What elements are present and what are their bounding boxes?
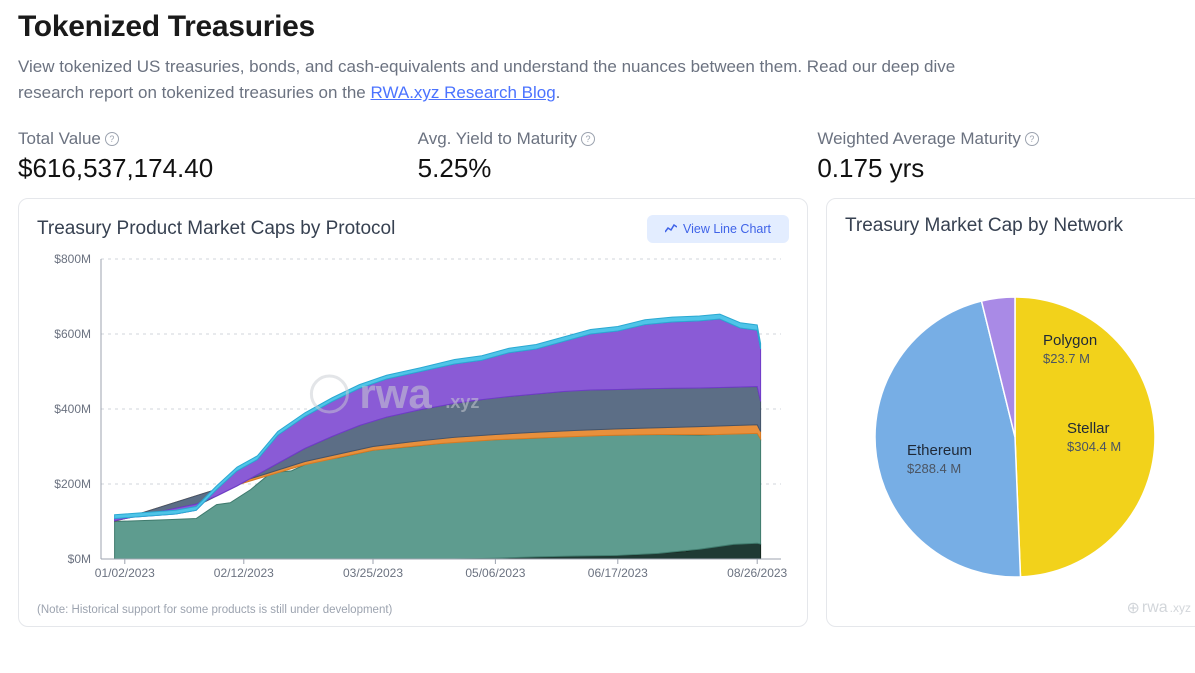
svg-text:$288.4 M: $288.4 M xyxy=(907,461,961,476)
kpi-avg-yield: Avg. Yield to Maturity ? 5.25% xyxy=(418,129,778,184)
svg-text:03/25/2023: 03/25/2023 xyxy=(343,566,403,580)
svg-text:06/17/2023: 06/17/2023 xyxy=(588,566,648,580)
kpi-value: 0.175 yrs xyxy=(817,153,1177,184)
kpi-label: Weighted Average Maturity xyxy=(817,129,1021,149)
pie-label-polygon: Polygon xyxy=(1043,332,1097,349)
page-subtitle: View tokenized US treasuries, bonds, and… xyxy=(18,54,1018,107)
line-chart-icon xyxy=(665,224,677,234)
research-blog-link[interactable]: RWA.xyz Research Blog xyxy=(370,83,555,102)
svg-text:.xyz: .xyz xyxy=(445,392,479,412)
chart-title: Treasury Market Cap by Network xyxy=(845,215,1123,237)
view-line-chart-label: View Line Chart xyxy=(683,222,771,236)
kpi-value: $616,537,174.40 xyxy=(18,153,378,184)
subtitle-text-post: . xyxy=(556,83,561,102)
svg-text:$0M: $0M xyxy=(68,552,91,566)
svg-text:rwa: rwa xyxy=(359,370,432,417)
watermark: ⊕rwa.xyz xyxy=(1126,598,1191,618)
panel-market-caps-by-protocol: Treasury Product Market Caps by Protocol… xyxy=(18,198,808,627)
svg-text:01/02/2023: 01/02/2023 xyxy=(95,566,155,580)
kpi-row: Total Value ? $616,537,174.40 Avg. Yield… xyxy=(18,129,1177,184)
svg-text:$200M: $200M xyxy=(54,477,91,491)
svg-text:$400M: $400M xyxy=(54,402,91,416)
area-chart: $0M $200M $400M $600M $800M rwa .xyz 01/02/2023… xyxy=(37,253,789,593)
kpi-wam: Weighted Average Maturity ? 0.175 yrs xyxy=(817,129,1177,184)
kpi-total-value: Total Value ? $616,537,174.40 xyxy=(18,129,378,184)
svg-text:08/26/2023: 08/26/2023 xyxy=(727,566,787,580)
pie-label-ethereum: Ethereum xyxy=(907,442,972,459)
svg-text:02/12/2023: 02/12/2023 xyxy=(214,566,274,580)
kpi-label: Avg. Yield to Maturity xyxy=(418,129,577,149)
pie-label-stellar: Stellar xyxy=(1067,420,1110,437)
chart-title: Treasury Product Market Caps by Protocol xyxy=(37,218,395,240)
svg-text:$304.4 M: $304.4 M xyxy=(1067,439,1121,454)
kpi-label: Total Value xyxy=(18,129,101,149)
info-icon[interactable]: ? xyxy=(581,132,595,146)
svg-text:05/06/2023: 05/06/2023 xyxy=(465,566,525,580)
info-icon[interactable]: ? xyxy=(105,132,119,146)
svg-text:$800M: $800M xyxy=(54,253,91,266)
svg-text:$23.7 M: $23.7 M xyxy=(1043,351,1090,366)
kpi-value: 5.25% xyxy=(418,153,778,184)
svg-text:$600M: $600M xyxy=(54,327,91,341)
view-line-chart-button[interactable]: View Line Chart xyxy=(647,215,789,243)
panel-market-cap-by-network: Treasury Market Cap by Network Stellar $3… xyxy=(826,198,1195,627)
pie-chart: Stellar $304.4 M Ethereum $288.4 M Polygon $2… xyxy=(845,247,1185,607)
page-title: Tokenized Treasuries xyxy=(18,10,1177,44)
chart-note: (Note: Historical support for some produ… xyxy=(37,604,789,616)
info-icon[interactable]: ? xyxy=(1025,132,1039,146)
